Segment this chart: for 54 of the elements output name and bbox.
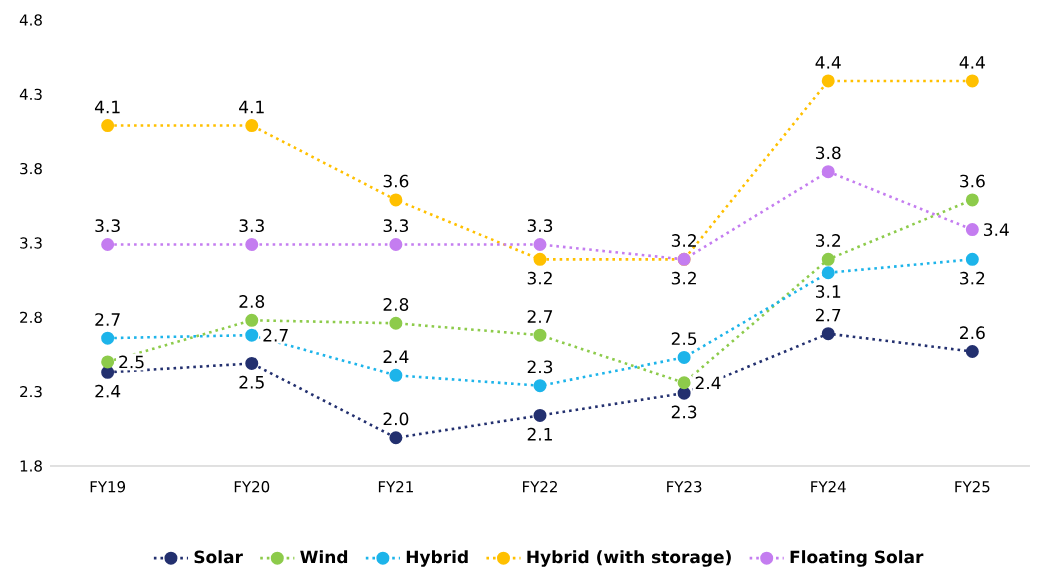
data-label: 2.4 <box>95 384 121 398</box>
data-label: 2.6 <box>960 326 985 340</box>
data-label: 3.2 <box>671 234 696 247</box>
data-label: 2.8 <box>239 295 265 308</box>
legend-label: Floating Solar <box>790 550 924 567</box>
data-label: 2.4 <box>383 350 409 363</box>
y-tick-label: 2.3 <box>20 385 42 398</box>
data-label: 2.1 <box>527 427 552 441</box>
data-label: 3.6 <box>383 174 409 188</box>
y-tick-label: 3.3 <box>20 237 42 249</box>
data-label: 4.4 <box>815 56 841 69</box>
y-tick-label: 4.8 <box>19 14 42 26</box>
data-label: 4.4 <box>959 56 985 69</box>
data-label: 3.2 <box>960 271 985 285</box>
data-label: 4.1 <box>239 100 264 114</box>
x-tick-label: FY21 <box>378 481 413 493</box>
data-label: 2.0 <box>383 412 409 426</box>
data-label: 3.6 <box>960 174 985 188</box>
data-label: 3.3 <box>239 219 264 233</box>
data-label: 4.1 <box>94 100 120 114</box>
x-tick-label: FY20 <box>234 481 270 493</box>
data-label: 2.5 <box>119 355 144 369</box>
data-label: 3.1 <box>815 285 841 298</box>
data-label: 3.3 <box>95 219 120 233</box>
x-tick-label: FY19 <box>90 481 126 493</box>
y-tick-label: 4.3 <box>19 88 42 101</box>
data-label: 2.7 <box>815 308 841 322</box>
data-label: 3.2 <box>671 271 696 285</box>
legend-label: Hybrid <box>406 550 468 567</box>
data-label: 2.7 <box>95 313 120 326</box>
legend-label: Wind <box>300 550 348 564</box>
data-label: 2.8 <box>383 298 409 311</box>
x-tick-label: FY24 <box>811 481 846 493</box>
data-label: 2.3 <box>671 405 697 419</box>
data-label: 2.7 <box>527 310 553 323</box>
y-tick-label: 2.8 <box>20 311 42 324</box>
legend-label: Solar <box>194 550 243 564</box>
data-label: 2.3 <box>527 360 553 374</box>
data-label: 3.3 <box>383 219 409 233</box>
legend-label: Hybrid (with storage) <box>527 550 731 567</box>
data-label: 2.7 <box>263 328 288 342</box>
data-label: 2.5 <box>239 375 264 389</box>
x-tick-label: FY23 <box>667 481 702 493</box>
x-tick-label: FY22 <box>523 481 557 493</box>
data-label: 3.3 <box>527 219 553 233</box>
y-tick-label: 1.8 <box>20 460 42 472</box>
data-label: 2.5 <box>671 332 697 346</box>
data-label: 3.2 <box>527 271 552 285</box>
data-label: 3.2 <box>815 234 841 247</box>
data-label: 2.4 <box>695 376 721 390</box>
x-tick-label: FY25 <box>955 481 990 493</box>
data-label: 3.4 <box>984 223 1009 237</box>
y-tick-label: 3.8 <box>20 162 42 175</box>
data-label: 3.8 <box>815 146 841 160</box>
